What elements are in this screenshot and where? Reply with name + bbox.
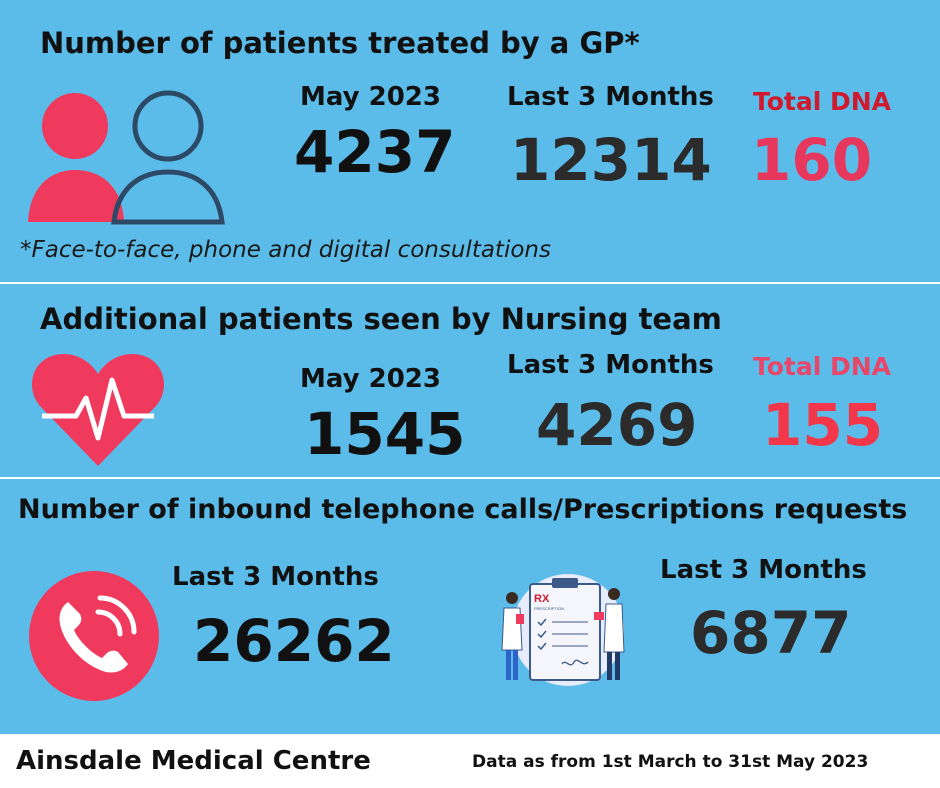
rx-text: RX: [534, 593, 550, 605]
gp-three-month-value: 12314: [510, 126, 712, 194]
nursing-dna-value: 155: [762, 391, 884, 459]
practice-name: Ainsdale Medical Centre: [16, 746, 371, 776]
nursing-dna-label: Total DNA: [753, 352, 892, 381]
heartbeat-icon: [32, 354, 164, 466]
gp-three-month-label: Last 3 Months: [507, 82, 714, 112]
nursing-three-month-value: 4269: [536, 391, 698, 459]
gp-section: Number of patients treated by a GP* May …: [0, 0, 940, 282]
data-period-note: Data as from 1st March to 31st May 2023: [472, 752, 869, 772]
nursing-month-label: May 2023: [300, 364, 441, 394]
gp-month-value: 4237: [294, 118, 456, 186]
users-icon: [28, 90, 225, 225]
gp-footnote: *Face-to-face, phone and digital consult…: [20, 237, 551, 263]
phone-icon: [29, 571, 159, 701]
nursing-section: Additional patients seen by Nursing team…: [0, 284, 940, 477]
calls-value: 26262: [193, 607, 395, 675]
gp-dna-value: 160: [751, 126, 873, 194]
prescriptions-value: 6877: [690, 599, 852, 667]
calls-label: Last 3 Months: [172, 562, 379, 592]
calls-section: Number of inbound telephone calls/Prescr…: [0, 479, 940, 734]
gp-month-label: May 2023: [300, 82, 441, 112]
nursing-title: Additional patients seen by Nursing team: [40, 302, 722, 336]
nursing-three-month-label: Last 3 Months: [507, 350, 714, 380]
prescription-clipboard-icon: RX PRESCRIPTION: [501, 574, 625, 686]
nursing-month-value: 1545: [304, 400, 466, 468]
gp-dna-label: Total DNA: [753, 87, 892, 116]
gp-title: Number of patients treated by a GP*: [40, 26, 640, 60]
calls-title: Number of inbound telephone calls/Prescr…: [18, 494, 908, 525]
footer: Ainsdale Medical Centre Data as from 1st…: [0, 734, 940, 788]
rx-subtext: PRESCRIPTION: [534, 606, 564, 611]
prescriptions-label: Last 3 Months: [660, 555, 867, 585]
